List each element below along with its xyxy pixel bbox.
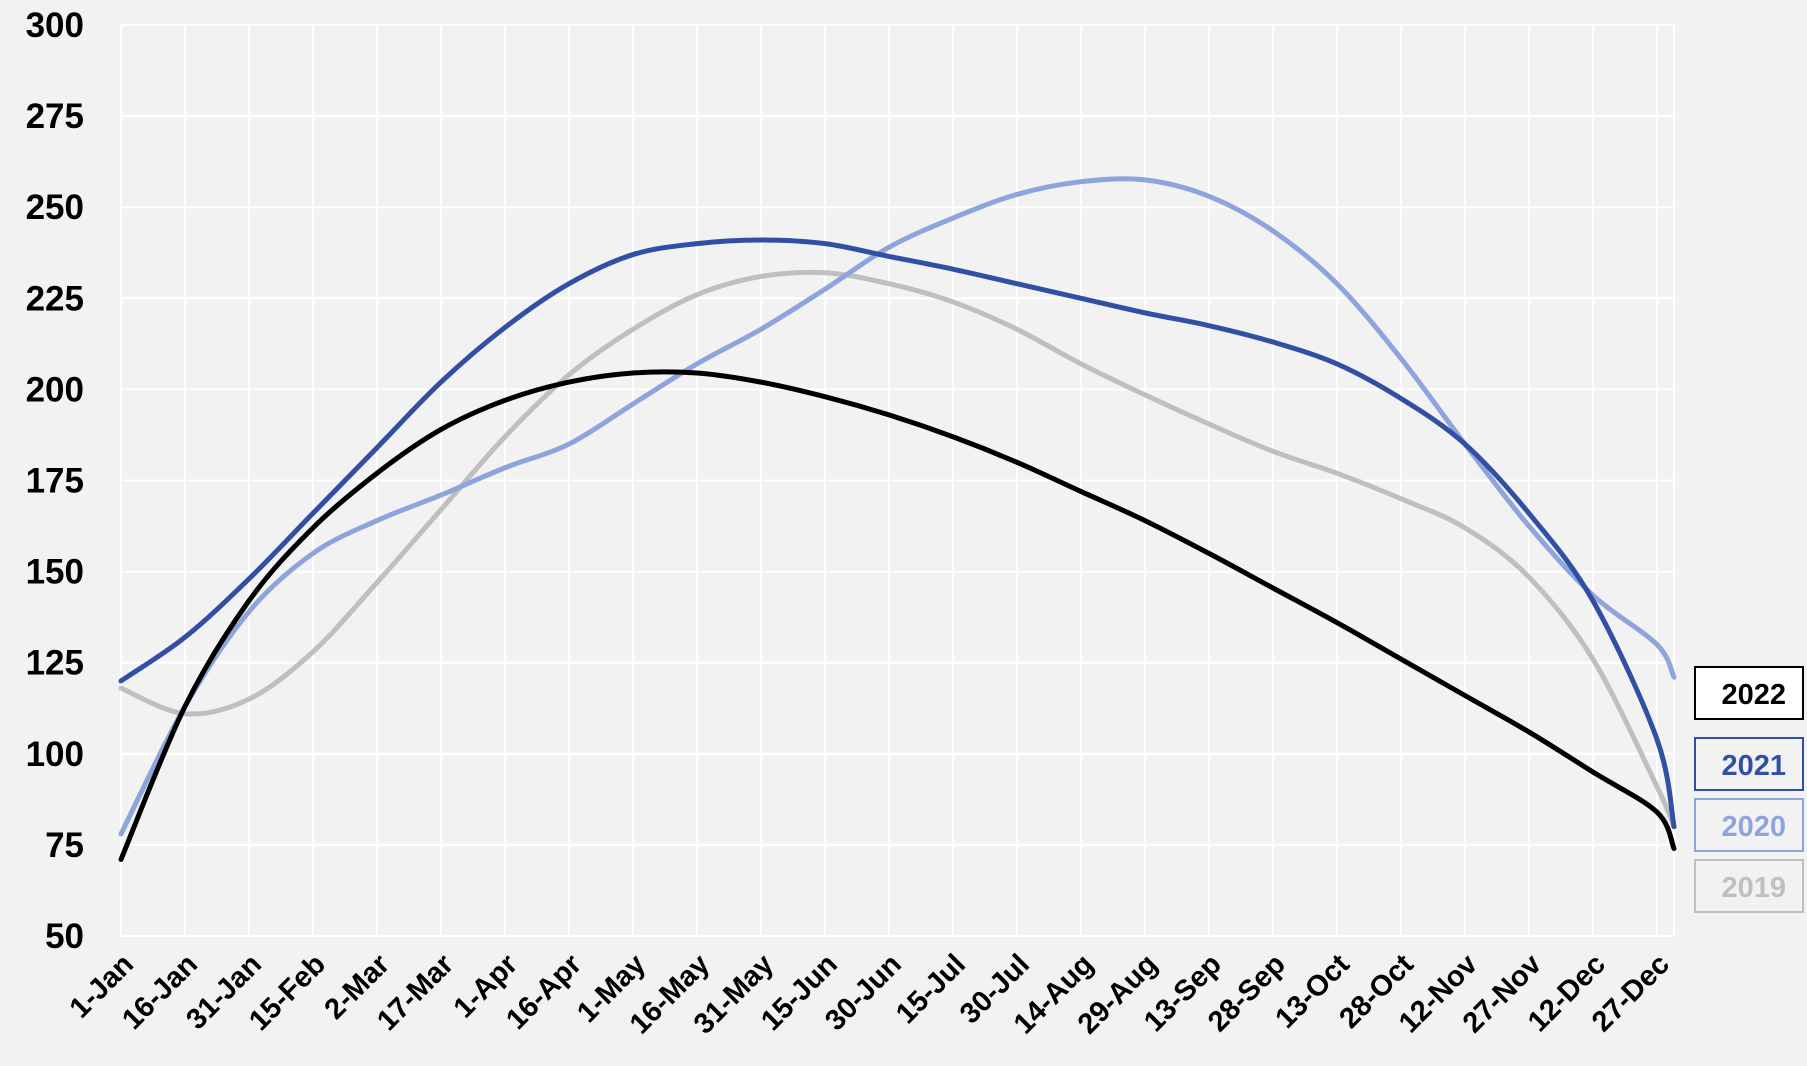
legend-item: 2019 [1694, 859, 1804, 913]
legend-box [1694, 737, 1804, 791]
y-tick-label: 250 [26, 188, 84, 227]
y-tick-label: 225 [26, 279, 84, 318]
series-line [118, 176, 1677, 837]
x-tick-label: 15-Jul [890, 948, 972, 1030]
series-line [118, 237, 1677, 830]
series-line [118, 369, 1677, 862]
y-tick-label: 125 [26, 644, 84, 683]
legend-box [1694, 859, 1804, 913]
legend-box [1694, 798, 1804, 852]
y-tick-label: 275 [26, 97, 84, 136]
legend-item: 2022 [1694, 666, 1804, 720]
y-tick-label: 300 [26, 6, 84, 45]
legend-label: 2020 [1721, 811, 1786, 843]
legend-item: 2021 [1694, 737, 1804, 791]
y-tick-label: 150 [26, 553, 84, 592]
series-line [118, 269, 1677, 830]
y-tick-label: 175 [26, 462, 84, 501]
y-tick-label: 75 [45, 826, 84, 865]
legend-label: 2022 [1721, 679, 1786, 711]
legend-label: 2019 [1721, 872, 1786, 904]
legend-label: 2021 [1721, 750, 1786, 782]
y-tick-label: 50 [45, 917, 84, 956]
y-tick-label: 100 [26, 735, 84, 774]
y-tick-label: 200 [26, 370, 84, 409]
legend-box [1694, 666, 1804, 720]
legend-item: 2020 [1694, 798, 1804, 852]
